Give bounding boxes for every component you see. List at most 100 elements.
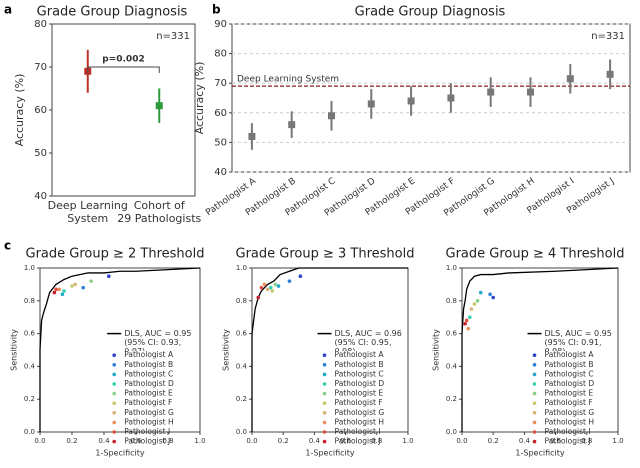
y-tick-label: 90 — [214, 19, 227, 30]
legend-marker — [112, 420, 116, 425]
legend-label: Pathologist H — [545, 417, 594, 426]
legend-marker — [322, 391, 327, 396]
legend-marker — [112, 353, 116, 358]
legend-label: Pathologist J — [545, 437, 591, 446]
legend-label: Pathologist G — [335, 408, 385, 417]
pathologist-point — [52, 290, 57, 295]
legend-label: Pathologist G — [545, 408, 595, 417]
legend-label: Pathologist C — [124, 369, 173, 378]
y-tick-label: 0.0 — [236, 428, 247, 436]
chart-title: Grade Group Diagnosis — [355, 5, 506, 20]
x-axis-label: 1-Specificity — [305, 449, 354, 458]
pathologist-point — [259, 285, 264, 290]
legend-label: Pathologist F — [124, 398, 172, 407]
legend-label: Pathologist C — [335, 369, 384, 378]
legend-label: Pathologist E — [124, 389, 173, 398]
x-tick-label: Deep Learning System — [47, 200, 128, 225]
legend-label: Pathologist F — [335, 398, 383, 407]
point — [155, 102, 163, 110]
y-tick-label: 1.0 — [24, 264, 35, 272]
y-tick-label: 70 — [214, 78, 227, 89]
y-tick-label: 40 — [214, 167, 227, 178]
legend-label: Pathologist F — [545, 398, 593, 407]
legend-marker — [532, 372, 537, 377]
point — [566, 75, 574, 83]
point — [527, 88, 534, 96]
legend-marker — [532, 363, 537, 367]
legend-marker — [322, 372, 327, 377]
pathologist-point — [270, 289, 275, 293]
legend-label: Pathologist E — [545, 389, 594, 398]
legend-label: Pathologist I — [545, 427, 591, 436]
x-tick-label: 1.0 — [402, 437, 413, 445]
pathologist-point — [268, 285, 273, 290]
legend-label: Pathologist B — [545, 360, 594, 369]
pathologist-point — [491, 295, 496, 300]
legend-label: Pathologist D — [335, 379, 385, 388]
legend-marker — [112, 401, 116, 406]
pathologist-point — [273, 282, 278, 287]
annotation: p=0.002 — [102, 55, 144, 65]
y-tick-label: 0.2 — [236, 395, 247, 403]
legend-marker — [322, 382, 327, 386]
legend-marker — [112, 391, 116, 396]
significance-bracket — [87, 66, 160, 73]
panel-label: a — [4, 3, 12, 17]
pathologist-point — [81, 285, 85, 290]
legend-marker — [112, 411, 116, 415]
x-tick-label: 0.2 — [488, 437, 499, 445]
x-tick-label: 0.4 — [519, 437, 531, 445]
note: n=331 — [156, 31, 190, 42]
pathologist-point — [62, 289, 66, 293]
chart-title: Grade Group Diagnosis — [37, 5, 188, 20]
y-tick-label: 60 — [34, 105, 47, 116]
legend-label-box: DLS, AUC = 0.95 (95% CI: 0.91, 0.98) — [544, 328, 612, 351]
x-tick-label: Cohort of 29 Pathologists — [117, 200, 202, 225]
legend-label: Pathologist A — [545, 350, 595, 359]
y-tick-label: 0.6 — [236, 330, 248, 338]
pathologist-point — [89, 279, 93, 283]
y-tick-label: 80 — [214, 49, 227, 60]
plot-frame — [51, 23, 196, 197]
y-tick-label: 0.2 — [24, 395, 35, 403]
legend-label: DLS, AUC = 0.95 (95% CI: 0.93, 0.97) — [124, 328, 192, 351]
y-axis-label: Sensitivity — [432, 329, 441, 371]
legend-label: DLS, AUC = 0.96 (95% CI: 0.95, 0.98) — [334, 328, 402, 351]
y-tick-label: 70 — [34, 62, 47, 73]
legend-marker — [322, 439, 327, 444]
legend-marker — [112, 439, 116, 444]
pathologist-point — [107, 274, 111, 279]
y-tick-label: 50 — [34, 148, 47, 159]
legend-label: Pathologist A — [124, 350, 174, 359]
y-tick-label: 0.0 — [24, 428, 35, 436]
pathologist-point — [287, 279, 292, 283]
y-tick-label: 0.4 — [236, 362, 248, 370]
pathologist-point — [463, 321, 467, 326]
legend-marker — [322, 401, 327, 406]
panel-label: c — [4, 239, 11, 253]
y-tick-label: 0.6 — [446, 330, 458, 338]
pathologist-point — [468, 315, 472, 320]
x-tick-label: 0.4 — [98, 437, 110, 445]
y-tick-label: 60 — [214, 108, 227, 119]
y-tick-label: 0.2 — [446, 395, 457, 403]
y-tick-label: 0.8 — [446, 297, 457, 305]
legend-label: Pathologist G — [124, 408, 174, 417]
x-tick-label: 0.2 — [66, 437, 77, 445]
x-tick-label: 0.6 — [340, 437, 352, 445]
y-tick-label: 1.0 — [446, 264, 457, 272]
legend-label: Pathologist C — [545, 369, 594, 378]
pathologist-point — [488, 292, 492, 297]
legend-label: DLS, AUC = 0.95 (95% CI: 0.91, 0.98) — [544, 328, 612, 351]
note: n=331 — [591, 31, 625, 42]
legend-label: Pathologist I — [124, 427, 170, 436]
point — [288, 121, 296, 129]
legend-marker — [532, 411, 537, 415]
legend-label: Pathologist B — [124, 360, 173, 369]
y-tick-label: 0.8 — [236, 297, 247, 305]
panel-label: b — [212, 3, 221, 17]
legend-label: Pathologist D — [124, 379, 174, 388]
x-axis-label: 1-Specificity — [95, 449, 144, 458]
point — [606, 70, 614, 78]
